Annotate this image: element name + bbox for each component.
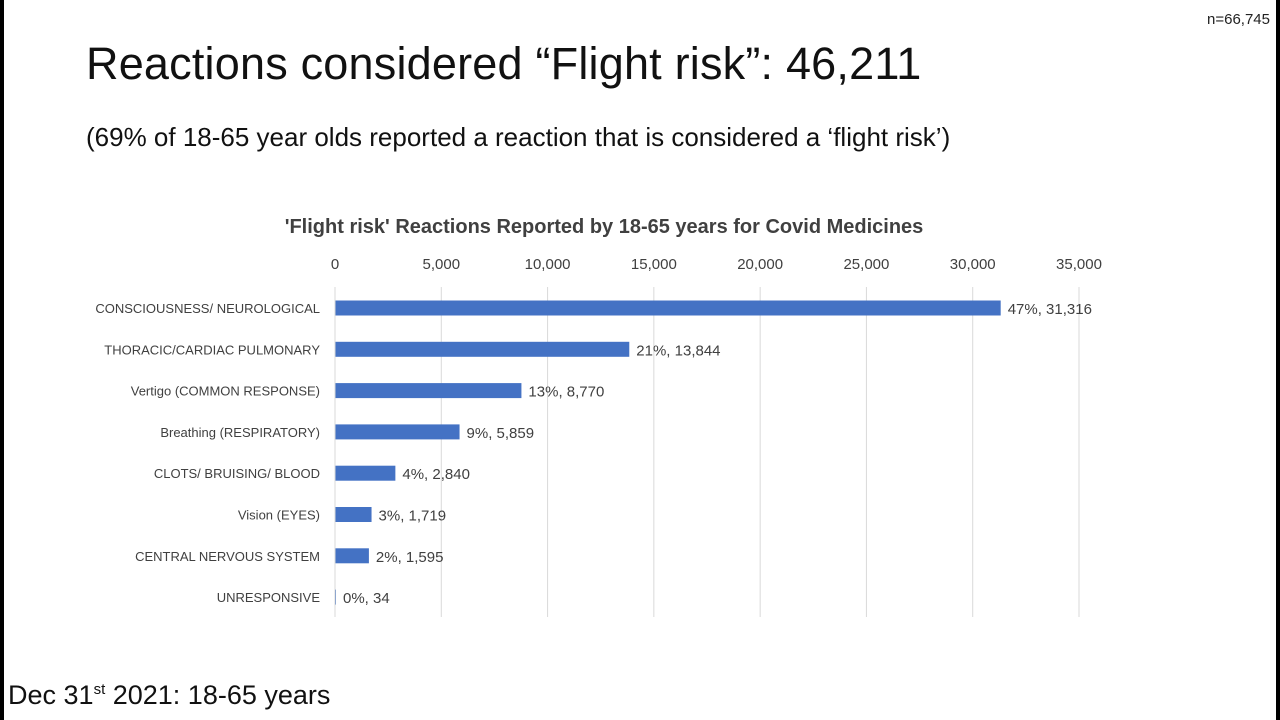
data-label: 13%, 8,770 (528, 384, 604, 401)
data-label: 2%, 1,595 (376, 549, 444, 566)
x-tick-label: 15,000 (631, 256, 677, 273)
data-labels: 47%, 31,316 21%, 13,844 13%, 8,770 9%, 5,85… (343, 301, 1092, 607)
bar (335, 465, 396, 481)
bar (335, 300, 1001, 316)
bar (335, 507, 372, 522)
x-tick-label: 10,000 (525, 256, 571, 273)
x-tick-label: 0 (331, 256, 339, 273)
category-labels: CONSCIOUSNESS/ NEUROLOGICAL THORACIC/CARD… (95, 301, 320, 605)
slide-title: Reactions considered “Flight risk”: 46,2… (86, 38, 922, 89)
slide: n=66,745 Reactions considered “Flight ri… (4, 0, 1276, 720)
category-label: Vision (EYES) (238, 508, 320, 523)
category-label: CLOTS/ BRUISING/ BLOOD (154, 466, 320, 481)
category-label: THORACIC/CARDIAC PULMONARY (104, 342, 320, 357)
bar (335, 424, 460, 440)
x-tick-label: 20,000 (737, 256, 783, 273)
bar (335, 341, 630, 357)
footer-date: Dec 31st 2021: 18-65 years (8, 680, 330, 711)
category-label: Vertigo (COMMON RESPONSE) (131, 384, 320, 399)
data-label: 21%, 13,844 (636, 342, 720, 359)
x-tick-label: 5,000 (423, 256, 461, 273)
category-label: CONSCIOUSNESS/ NEUROLOGICAL (95, 301, 320, 316)
bar-chart: 0 5,000 10,000 15,000 20,000 25,000 30,000 35,0… (95, 256, 1102, 617)
data-label: 9%, 5,859 (467, 425, 535, 442)
category-label: CENTRAL NERVOUS SYSTEM (135, 549, 320, 564)
chart-title: 'Flight risk' Reactions Reported by 18-6… (284, 216, 924, 238)
chart-gridlines (440, 287, 1080, 617)
x-tick-label: 30,000 (950, 256, 996, 273)
category-label: UNRESPONSIVE (217, 590, 321, 605)
footer-date-suffix-sup: st (93, 681, 106, 698)
data-label: 0%, 34 (343, 590, 390, 607)
slide-subtitle: (69% of 18-65 year olds reported a react… (86, 122, 951, 152)
bar (335, 548, 369, 564)
sample-size-label: n=66,745 (1207, 11, 1270, 28)
category-label: Breathing (RESPIRATORY) (160, 425, 320, 440)
x-tick-label: 35,000 (1056, 256, 1102, 273)
x-axis-tick-labels: 0 5,000 10,000 15,000 20,000 25,000 30,000 35,0… (331, 256, 1102, 273)
data-label: 3%, 1,719 (379, 508, 447, 525)
footer-date-suffix: 2021: 18-65 years (105, 680, 331, 710)
chart-bars (335, 300, 1001, 605)
bar (335, 383, 522, 399)
data-label: 4%, 2,840 (402, 466, 470, 483)
data-label: 47%, 31,316 (1008, 301, 1092, 318)
footer-date-prefix: Dec 31 (8, 680, 94, 710)
x-tick-label: 25,000 (843, 256, 889, 273)
